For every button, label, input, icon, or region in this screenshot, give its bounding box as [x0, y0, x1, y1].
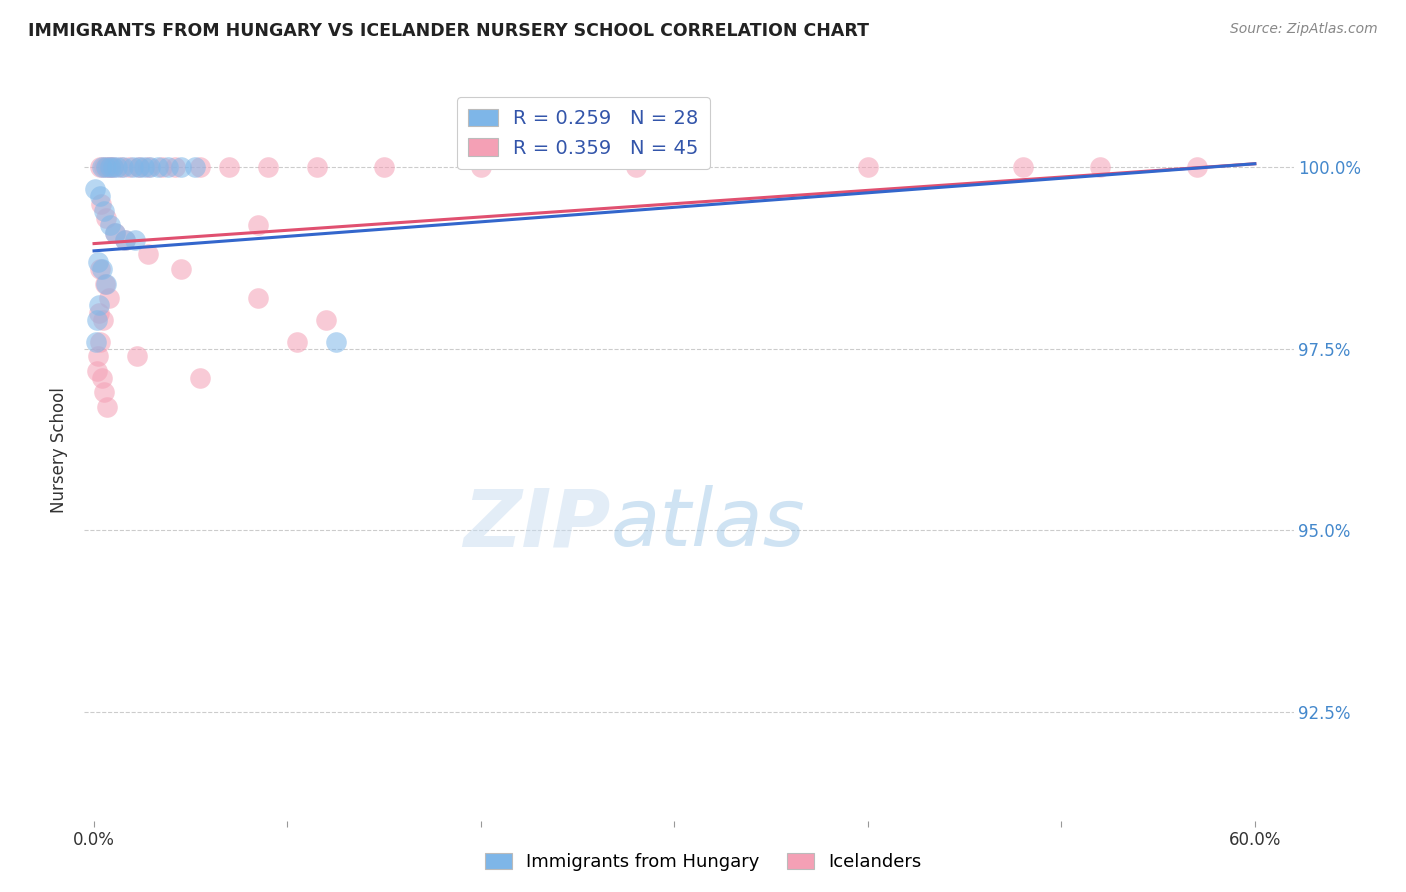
Point: [103, 161, 125, 175]
Point: [624, 161, 647, 175]
Point: [90, 196, 112, 211]
Point: [856, 161, 879, 175]
Point: [305, 161, 328, 175]
Point: [183, 161, 205, 175]
Point: [315, 313, 337, 327]
Point: [170, 262, 193, 277]
Point: [112, 161, 135, 175]
Point: [325, 334, 347, 349]
Point: [190, 161, 212, 175]
Point: [87, 349, 110, 363]
Text: Source: ZipAtlas.com: Source: ZipAtlas.com: [1230, 22, 1378, 37]
Point: [470, 161, 492, 175]
Point: [89, 161, 111, 175]
Point: [190, 371, 212, 385]
Point: [89, 189, 111, 203]
Point: [170, 161, 193, 175]
Text: atlas: atlas: [610, 485, 806, 564]
Point: [247, 291, 270, 305]
Point: [89, 334, 111, 349]
Point: [139, 161, 162, 175]
Point: [257, 161, 280, 175]
Point: [86, 363, 108, 377]
Point: [94, 161, 117, 175]
Point: [114, 233, 136, 247]
Point: [97, 161, 120, 175]
Point: [86, 313, 108, 327]
Point: [90, 371, 112, 385]
Point: [87, 305, 110, 319]
Point: [114, 233, 136, 247]
Point: [98, 161, 121, 175]
Point: [146, 161, 169, 175]
Point: [103, 161, 125, 175]
Point: [104, 226, 127, 240]
Legend: Immigrants from Hungary, Icelanders: Immigrants from Hungary, Icelanders: [478, 846, 928, 879]
Point: [84, 182, 107, 196]
Legend: R = 0.259   N = 28, R = 0.359   N = 45: R = 0.259 N = 28, R = 0.359 N = 45: [457, 97, 710, 169]
Point: [87, 298, 110, 312]
Text: IMMIGRANTS FROM HUNGARY VS ICELANDER NURSERY SCHOOL CORRELATION CHART: IMMIGRANTS FROM HUNGARY VS ICELANDER NUR…: [28, 22, 869, 40]
Point: [84, 334, 107, 349]
Point: [1185, 161, 1208, 175]
Point: [94, 211, 117, 226]
Point: [136, 247, 159, 261]
Point: [93, 203, 115, 218]
Point: [89, 262, 111, 277]
Point: [134, 161, 156, 175]
Point: [165, 161, 187, 175]
Point: [128, 161, 150, 175]
Point: [124, 233, 146, 247]
Point: [121, 161, 143, 175]
Point: [104, 226, 127, 240]
Point: [247, 219, 270, 233]
Y-axis label: Nursery School: Nursery School: [51, 387, 69, 514]
Point: [156, 161, 179, 175]
Point: [118, 161, 141, 175]
Point: [93, 277, 115, 291]
Point: [98, 219, 121, 233]
Point: [125, 349, 148, 363]
Point: [285, 334, 308, 349]
Point: [218, 161, 240, 175]
Point: [98, 161, 121, 175]
Point: [1011, 161, 1033, 175]
Point: [90, 262, 112, 277]
Point: [150, 161, 173, 175]
Point: [93, 161, 115, 175]
Point: [87, 254, 110, 268]
Point: [136, 161, 159, 175]
Text: ZIP: ZIP: [463, 485, 610, 564]
Point: [1088, 161, 1111, 175]
Point: [91, 313, 114, 327]
Point: [128, 161, 150, 175]
Point: [97, 291, 120, 305]
Point: [90, 161, 112, 175]
Point: [373, 161, 395, 175]
Point: [105, 161, 128, 175]
Point: [96, 400, 118, 414]
Point: [93, 385, 115, 400]
Point: [94, 277, 117, 291]
Point: [110, 161, 132, 175]
